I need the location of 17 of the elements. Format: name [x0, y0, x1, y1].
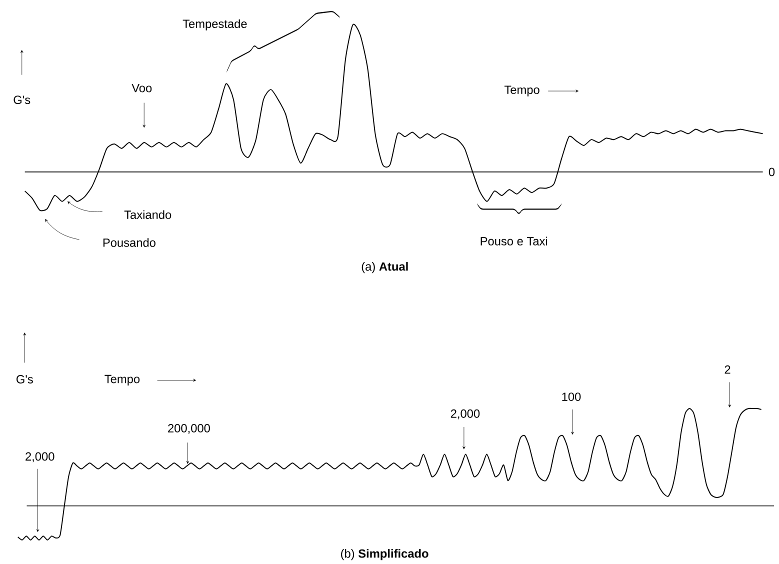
text: Taxiando	[124, 210, 172, 219]
y-axis-title: G's	[16, 375, 33, 384]
annotation: 2,000	[26, 452, 54, 462]
annotation: Tempestade	[182, 19, 247, 30]
y-axis-title: G's	[14, 96, 30, 104]
annotation: 2,000	[450, 409, 480, 420]
text: (b) Simplificado	[341, 549, 428, 560]
text: 100	[562, 392, 581, 401]
text: 2	[724, 365, 730, 374]
annotation: 200,000	[168, 424, 210, 434]
annotation: Voo	[132, 84, 152, 92]
x-axis-title: Tempo	[504, 86, 540, 96]
text: Pouso e Taxi	[480, 236, 548, 246]
text: Pousando	[103, 238, 156, 247]
x-axis-title: Tempo	[104, 374, 140, 386]
text: (a) Atual	[362, 262, 408, 274]
text: 0	[768, 168, 775, 176]
